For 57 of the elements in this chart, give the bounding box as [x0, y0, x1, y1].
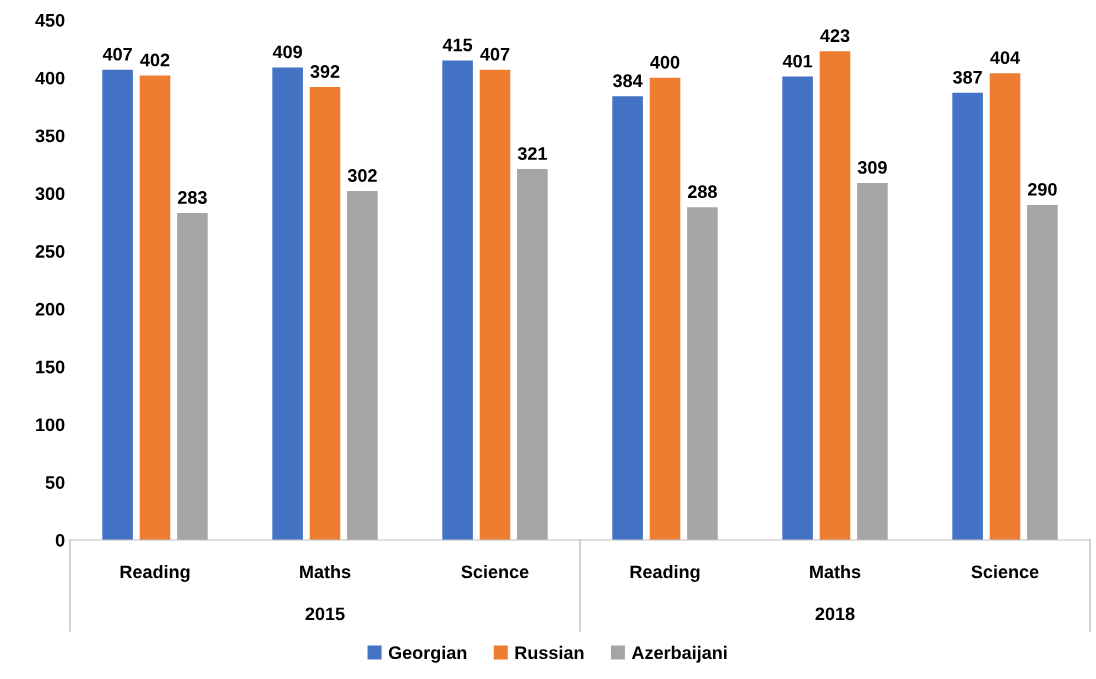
y-tick-label: 250 [35, 245, 65, 258]
data-label: 402 [140, 53, 170, 67]
x-tick-label: Reading [630, 565, 700, 582]
data-label: 423 [820, 29, 850, 43]
y-tick-label: 0 [55, 533, 65, 547]
data-label: 283 [177, 191, 207, 204]
data-label: 309 [857, 161, 887, 174]
data-label: 288 [687, 185, 717, 199]
text: 2018 [815, 607, 855, 621]
data-label: 387 [952, 70, 982, 84]
x-tick-label: Science [971, 565, 1039, 579]
bar [347, 191, 378, 540]
data-label: 302 [347, 169, 377, 182]
y-tick-label: 200 [35, 302, 65, 316]
data-label: 415 [442, 38, 473, 52]
bar [989, 73, 1021, 540]
x-tick-label: Reading [120, 565, 190, 582]
bar [309, 87, 341, 540]
data-label: 409 [272, 45, 302, 59]
y-tick-label: 300 [35, 187, 65, 201]
data-label: 400 [650, 55, 680, 69]
x-tick-label: Maths [300, 565, 351, 579]
legend-label: Russian [515, 645, 584, 660]
bar [1027, 204, 1058, 540]
bar [517, 169, 548, 540]
text: 2015 [305, 607, 345, 621]
bar [612, 96, 643, 540]
bar [272, 67, 303, 540]
y-tick-label: 100 [36, 418, 65, 432]
y-tick-label: 150 [36, 360, 65, 374]
y-tick-label: 450 [35, 13, 65, 27]
y-tick-label: 400 [35, 71, 65, 85]
bar [479, 69, 511, 540]
data-label: 392 [310, 65, 340, 78]
bar [649, 77, 681, 540]
y-tick-label: 350 [35, 129, 65, 143]
data-label: 290 [1027, 182, 1057, 196]
legend-label: Georgian [388, 645, 467, 663]
bar [952, 92, 983, 540]
bar [782, 76, 813, 540]
data-label: 321 [517, 147, 547, 160]
bar [819, 51, 851, 540]
legend-label: Azerbaijani [631, 645, 727, 663]
bar [139, 75, 171, 540]
data-label: 404 [990, 51, 1020, 65]
data-label: 407 [480, 47, 510, 61]
bar [177, 212, 208, 540]
y-tick-label: 50 [45, 476, 65, 489]
data-label: 384 [612, 74, 643, 88]
bar [442, 60, 473, 540]
bar [687, 207, 718, 540]
bar [857, 182, 888, 540]
x-tick-label: Maths [810, 565, 861, 579]
bar [102, 69, 133, 540]
data-label: 407 [102, 47, 132, 61]
x-tick-label: Science [461, 565, 529, 579]
data-label: 401 [782, 54, 813, 68]
